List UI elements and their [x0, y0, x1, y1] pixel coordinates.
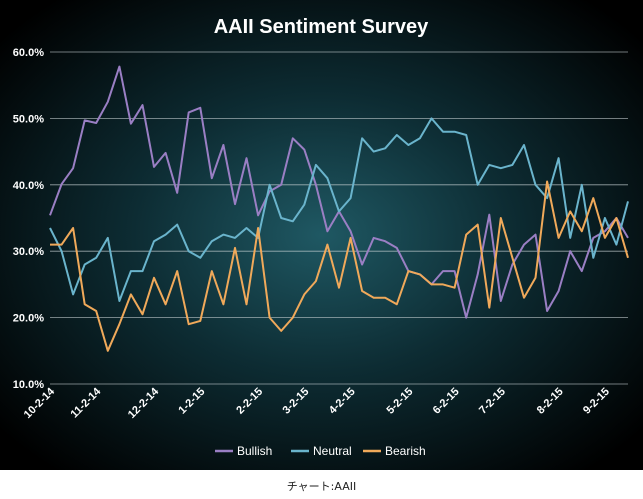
- y-tick-label: 30.0%: [13, 246, 44, 258]
- legend-label: Bearish: [385, 444, 426, 458]
- y-tick-label: 50.0%: [13, 113, 44, 125]
- y-tick-label: 10.0%: [13, 379, 44, 391]
- y-tick-label: 20.0%: [13, 313, 44, 325]
- gridlines: [50, 51, 628, 385]
- chart-figure: AAII Sentiment Survey 10.0% 20.0% 30.0% 40.…: [0, 0, 643, 470]
- legend-item-bearish: Bearish: [363, 444, 426, 458]
- legend-label: Neutral: [313, 444, 352, 458]
- series-lines: [49, 65, 629, 352]
- legend-item-neutral: Neutral: [291, 444, 352, 458]
- series-line-neutral: [49, 117, 629, 302]
- y-tick-label: 40.0%: [13, 180, 44, 192]
- chart-title: AAII Sentiment Survey: [214, 16, 429, 38]
- y-axis-ticks: 10.0% 20.0% 30.0% 40.0% 50.0% 60.0%: [13, 47, 44, 391]
- legend-label: Bullish: [237, 444, 272, 458]
- legend: Bullish Neutral Bearish: [215, 444, 426, 458]
- legend-item-bullish: Bullish: [215, 444, 272, 458]
- series-line-bearish: [50, 180, 629, 352]
- chart-caption: チャート:AAII: [286, 480, 357, 493]
- y-tick-label: 60.0%: [13, 47, 44, 59]
